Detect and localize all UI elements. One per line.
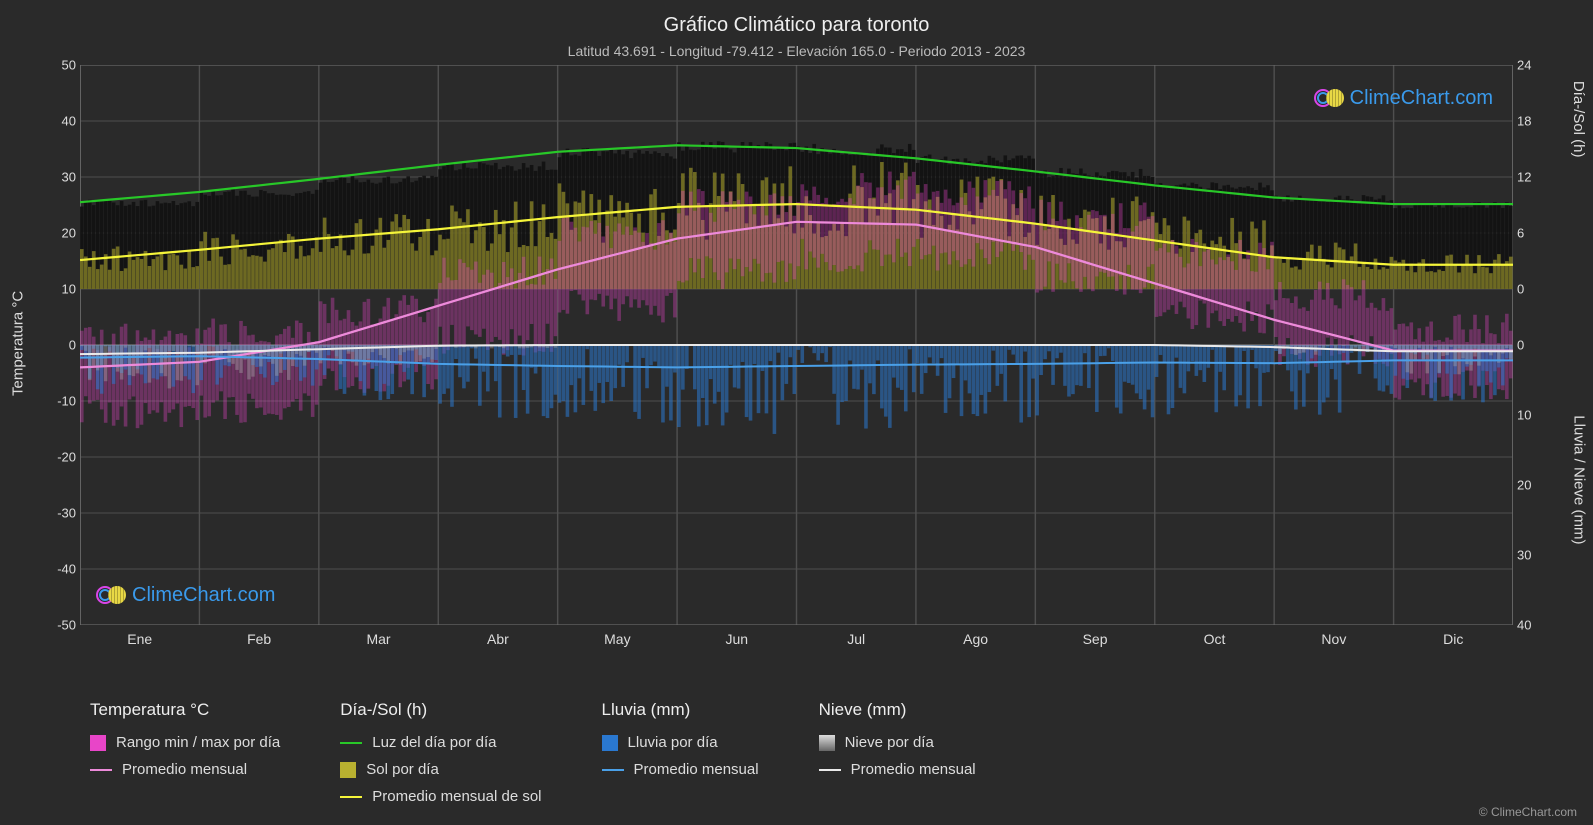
legend-item: Lluvia por día <box>602 734 759 751</box>
legend-label: Promedio mensual <box>122 761 247 778</box>
copyright: © ClimeChart.com <box>1479 805 1577 819</box>
logo-icon <box>96 586 126 606</box>
legend-item: Promedio mensual de sol <box>340 788 541 805</box>
legend: Temperatura °C Rango min / max por día P… <box>90 700 1533 805</box>
swatch-icon <box>602 735 618 751</box>
swatch-icon <box>602 769 624 771</box>
swatch-icon <box>819 769 841 771</box>
legend-col-day: Día-/Sol (h) Luz del día por día Sol por… <box>340 700 541 805</box>
xtick-month: May <box>604 631 630 647</box>
legend-label: Promedio mensual <box>634 761 759 778</box>
watermark-text: ClimeChart.com <box>132 584 275 607</box>
ytick-left: -10 <box>48 394 76 409</box>
ytick-right: 10 <box>1517 408 1545 423</box>
climate-chart: Gráfico Climático para toronto Latitud 4… <box>0 0 1593 825</box>
legend-label: Nieve por día <box>845 734 934 751</box>
xtick-month: Oct <box>1204 631 1226 647</box>
legend-label: Lluvia por día <box>628 734 718 751</box>
xtick-month: Mar <box>366 631 390 647</box>
legend-label: Luz del día por día <box>372 734 496 751</box>
logo-icon <box>1314 89 1344 109</box>
ytick-right: 20 <box>1517 478 1545 493</box>
y-axis-right-bottom-label: Lluvia / Nieve (mm) <box>1571 416 1588 545</box>
ytick-left: -40 <box>48 562 76 577</box>
legend-label: Rango min / max por día <box>116 734 280 751</box>
xtick-month: Dic <box>1443 631 1463 647</box>
chart-subtitle: Latitud 43.691 - Longitud -79.412 - Elev… <box>0 37 1593 59</box>
swatch-icon <box>340 762 356 778</box>
ytick-left: 30 <box>48 170 76 185</box>
legend-item: Sol por día <box>340 761 541 778</box>
swatch-icon <box>340 796 362 798</box>
legend-item: Promedio mensual <box>819 761 976 778</box>
legend-label: Promedio mensual de sol <box>372 788 541 805</box>
xtick-month: Sep <box>1083 631 1108 647</box>
plot-area: ClimeChart.com ClimeChart.com <box>80 65 1513 625</box>
ytick-left: 0 <box>48 338 76 353</box>
legend-head: Nieve (mm) <box>819 700 976 720</box>
legend-item: Luz del día por día <box>340 734 541 751</box>
legend-label: Sol por día <box>366 761 439 778</box>
ytick-right: 30 <box>1517 548 1545 563</box>
legend-head: Día-/Sol (h) <box>340 700 541 720</box>
y-axis-left-label: Temperatura °C <box>10 291 27 396</box>
watermark-bottom: ClimeChart.com <box>96 584 275 607</box>
xtick-month: Feb <box>247 631 271 647</box>
xtick-month: Nov <box>1321 631 1346 647</box>
ytick-left: -30 <box>48 506 76 521</box>
legend-item: Promedio mensual <box>602 761 759 778</box>
chart-title: Gráfico Climático para toronto <box>0 0 1593 37</box>
xtick-month: Jul <box>847 631 865 647</box>
ytick-left: 50 <box>48 58 76 73</box>
legend-item: Rango min / max por día <box>90 734 280 751</box>
ytick-left: -20 <box>48 450 76 465</box>
legend-item: Promedio mensual <box>90 761 280 778</box>
legend-col-snow: Nieve (mm) Nieve por día Promedio mensua… <box>819 700 976 805</box>
ytick-right: 6 <box>1517 226 1545 241</box>
legend-label: Promedio mensual <box>851 761 976 778</box>
ytick-left: 20 <box>48 226 76 241</box>
legend-col-temp: Temperatura °C Rango min / max por día P… <box>90 700 280 805</box>
xtick-month: Ene <box>127 631 152 647</box>
ytick-right: 12 <box>1517 170 1545 185</box>
legend-head: Temperatura °C <box>90 700 280 720</box>
plot-svg <box>80 65 1513 625</box>
legend-item: Nieve por día <box>819 734 976 751</box>
swatch-icon <box>90 769 112 771</box>
ytick-left: 40 <box>48 114 76 129</box>
swatch-icon <box>819 735 835 751</box>
ytick-right: 40 <box>1517 618 1545 633</box>
xtick-month: Jun <box>725 631 748 647</box>
ytick-left: -50 <box>48 618 76 633</box>
ytick-right: 0 <box>1517 282 1545 297</box>
swatch-icon <box>340 742 362 744</box>
xtick-month: Ago <box>963 631 988 647</box>
y-axis-right-top-label: Día-/Sol (h) <box>1571 80 1588 157</box>
legend-head: Lluvia (mm) <box>602 700 759 720</box>
ytick-right: 24 <box>1517 58 1545 73</box>
legend-col-rain: Lluvia (mm) Lluvia por día Promedio mens… <box>602 700 759 805</box>
watermark-text: ClimeChart.com <box>1350 87 1493 110</box>
ytick-right: 0 <box>1517 338 1545 353</box>
watermark-top: ClimeChart.com <box>1314 87 1493 110</box>
ytick-left: 10 <box>48 282 76 297</box>
xtick-month: Abr <box>487 631 509 647</box>
swatch-icon <box>90 735 106 751</box>
ytick-right: 18 <box>1517 114 1545 129</box>
